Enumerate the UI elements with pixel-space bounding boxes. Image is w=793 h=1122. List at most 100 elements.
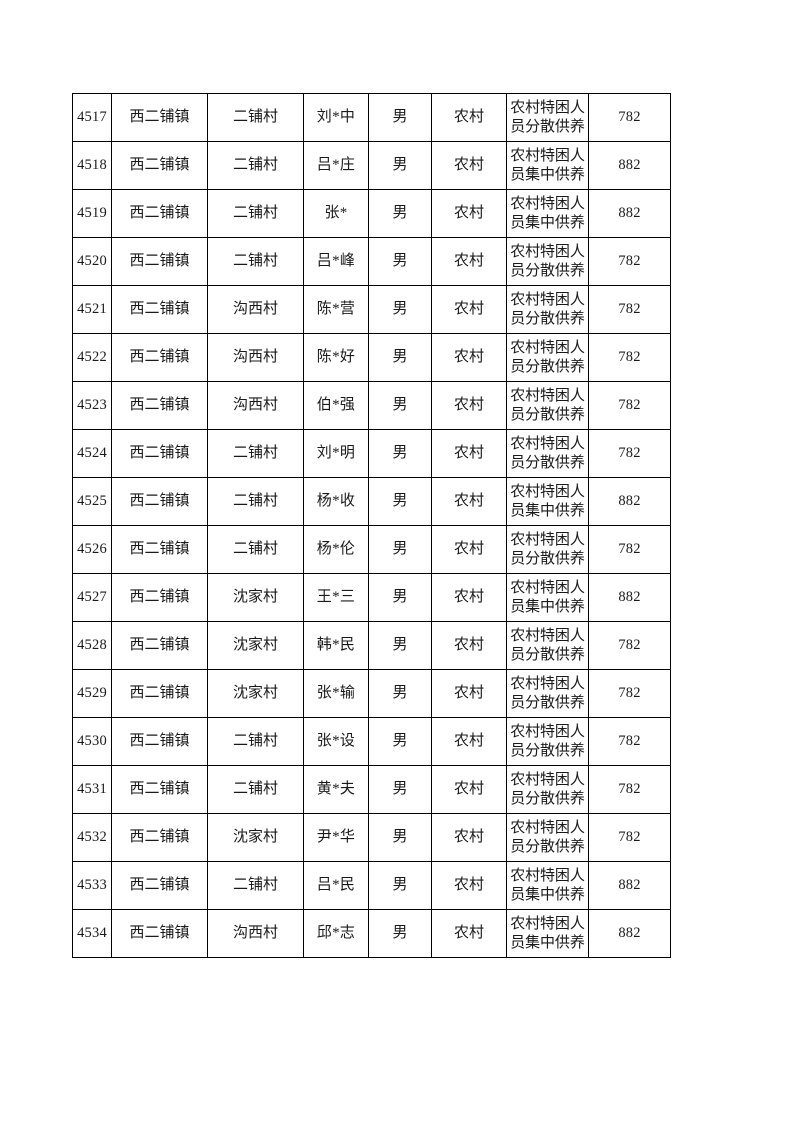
cell-name: 吕*民 bbox=[303, 861, 369, 910]
cell-seq: 4522 bbox=[72, 333, 112, 382]
cell-town: 西二铺镇 bbox=[111, 621, 208, 670]
cell-town: 西二铺镇 bbox=[111, 429, 208, 478]
cell-type: 农村 bbox=[431, 669, 507, 718]
cell-seq: 4524 bbox=[72, 429, 112, 478]
cell-village: 沟西村 bbox=[207, 285, 304, 334]
cell-amount: 782 bbox=[588, 525, 671, 574]
roster-table-body: 4517 西二铺镇 二铺村 刘*中男农村 农村特困人员分散供养 782 4518 西二铺镇 二铺… bbox=[72, 93, 671, 958]
cell-name: 刘*明 bbox=[303, 429, 369, 478]
cell-amount: 882 bbox=[588, 909, 671, 958]
cell-type: 农村 bbox=[431, 141, 507, 190]
cell-seq: 4527 bbox=[72, 573, 112, 622]
cell-town: 西二铺镇 bbox=[111, 477, 208, 526]
cell-type: 农村 bbox=[431, 333, 507, 382]
cell-gender: 男 bbox=[368, 525, 432, 574]
cell-town: 西二铺镇 bbox=[111, 573, 208, 622]
table-row: 4528 西二铺镇 沈家村 韩*民男农村 农村特困人员分散供养 782 bbox=[72, 621, 671, 670]
cell-category: 农村特困人员集中供养 bbox=[506, 573, 589, 622]
cell-gender: 男 bbox=[368, 909, 432, 958]
cell-gender: 男 bbox=[368, 237, 432, 286]
cell-town: 西二铺镇 bbox=[111, 669, 208, 718]
cell-seq: 4519 bbox=[72, 189, 112, 238]
cell-category: 农村特困人员集中供养 bbox=[506, 189, 589, 238]
cell-name: 黄*夫 bbox=[303, 765, 369, 814]
cell-name: 陈*营 bbox=[303, 285, 369, 334]
cell-seq: 4528 bbox=[72, 621, 112, 670]
cell-seq: 4526 bbox=[72, 525, 112, 574]
cell-amount: 882 bbox=[588, 861, 671, 910]
cell-village: 二铺村 bbox=[207, 141, 304, 190]
cell-name: 张*输 bbox=[303, 669, 369, 718]
cell-amount: 782 bbox=[588, 381, 671, 430]
cell-name: 吕*峰 bbox=[303, 237, 369, 286]
cell-seq: 4531 bbox=[72, 765, 112, 814]
cell-amount: 882 bbox=[588, 573, 671, 622]
cell-amount: 882 bbox=[588, 141, 671, 190]
cell-gender: 男 bbox=[368, 381, 432, 430]
table-row: 4532 西二铺镇 沈家村 尹*华男农村 农村特困人员分散供养 782 bbox=[72, 813, 671, 862]
table-row: 4523 西二铺镇 沟西村 伯*强男农村 农村特困人员分散供养 782 bbox=[72, 381, 671, 430]
table-row: 4525 西二铺镇 二铺村 杨*收男农村 农村特困人员集中供养 882 bbox=[72, 477, 671, 526]
cell-town: 西二铺镇 bbox=[111, 813, 208, 862]
roster-table-container: 4517 西二铺镇 二铺村 刘*中男农村 农村特困人员分散供养 782 4518 西二铺镇 二铺… bbox=[72, 93, 671, 958]
cell-village: 二铺村 bbox=[207, 477, 304, 526]
cell-amount: 782 bbox=[588, 621, 671, 670]
cell-seq: 4534 bbox=[72, 909, 112, 958]
cell-gender: 男 bbox=[368, 813, 432, 862]
table-row: 4534 西二铺镇 沟西村 邱*志男农村 农村特困人员集中供养 882 bbox=[72, 909, 671, 958]
cell-gender: 男 bbox=[368, 333, 432, 382]
cell-category: 农村特困人员分散供养 bbox=[506, 381, 589, 430]
cell-town: 西二铺镇 bbox=[111, 861, 208, 910]
cell-town: 西二铺镇 bbox=[111, 909, 208, 958]
cell-gender: 男 bbox=[368, 285, 432, 334]
cell-town: 西二铺镇 bbox=[111, 237, 208, 286]
cell-category: 农村特困人员分散供养 bbox=[506, 525, 589, 574]
cell-amount: 882 bbox=[588, 477, 671, 526]
cell-amount: 782 bbox=[588, 813, 671, 862]
cell-amount: 782 bbox=[588, 669, 671, 718]
cell-seq: 4523 bbox=[72, 381, 112, 430]
cell-seq: 4529 bbox=[72, 669, 112, 718]
cell-category: 农村特困人员分散供养 bbox=[506, 285, 589, 334]
cell-seq: 4525 bbox=[72, 477, 112, 526]
cell-gender: 男 bbox=[368, 189, 432, 238]
cell-category: 农村特困人员分散供养 bbox=[506, 429, 589, 478]
cell-name: 韩*民 bbox=[303, 621, 369, 670]
cell-amount: 782 bbox=[588, 333, 671, 382]
cell-town: 西二铺镇 bbox=[111, 333, 208, 382]
cell-type: 农村 bbox=[431, 477, 507, 526]
cell-village: 沈家村 bbox=[207, 813, 304, 862]
cell-town: 西二铺镇 bbox=[111, 717, 208, 766]
cell-village: 二铺村 bbox=[207, 717, 304, 766]
cell-amount: 782 bbox=[588, 93, 671, 142]
cell-name: 王*三 bbox=[303, 573, 369, 622]
cell-amount: 782 bbox=[588, 429, 671, 478]
cell-type: 农村 bbox=[431, 861, 507, 910]
cell-name: 杨*收 bbox=[303, 477, 369, 526]
table-row: 4519 西二铺镇 二铺村 张* 男农村 农村特困人员集中供养 882 bbox=[72, 189, 671, 238]
cell-category: 农村特困人员集中供养 bbox=[506, 141, 589, 190]
cell-amount: 782 bbox=[588, 717, 671, 766]
cell-village: 二铺村 bbox=[207, 765, 304, 814]
cell-type: 农村 bbox=[431, 909, 507, 958]
cell-amount: 782 bbox=[588, 237, 671, 286]
cell-gender: 男 bbox=[368, 573, 432, 622]
cell-category: 农村特困人员分散供养 bbox=[506, 669, 589, 718]
cell-village: 沈家村 bbox=[207, 573, 304, 622]
table-row: 4527 西二铺镇 沈家村 王*三男农村 农村特困人员集中供养 882 bbox=[72, 573, 671, 622]
cell-name: 陈*好 bbox=[303, 333, 369, 382]
cell-seq: 4517 bbox=[72, 93, 112, 142]
cell-type: 农村 bbox=[431, 621, 507, 670]
table-row: 4529 西二铺镇 沈家村 张*输男农村 农村特困人员分散供养 782 bbox=[72, 669, 671, 718]
cell-village: 二铺村 bbox=[207, 237, 304, 286]
cell-village: 二铺村 bbox=[207, 189, 304, 238]
table-row: 4533 西二铺镇 二铺村 吕*民男农村 农村特困人员集中供养 882 bbox=[72, 861, 671, 910]
cell-type: 农村 bbox=[431, 189, 507, 238]
cell-type: 农村 bbox=[431, 525, 507, 574]
cell-category: 农村特困人员集中供养 bbox=[506, 861, 589, 910]
cell-name: 尹*华 bbox=[303, 813, 369, 862]
roster-table: 4517 西二铺镇 二铺村 刘*中男农村 农村特困人员分散供养 782 4518 西二铺镇 二铺… bbox=[72, 93, 671, 958]
table-row: 4526 西二铺镇 二铺村 杨*伦男农村 农村特困人员分散供养 782 bbox=[72, 525, 671, 574]
table-row: 4530 西二铺镇 二铺村 张*设男农村 农村特困人员分散供养 782 bbox=[72, 717, 671, 766]
